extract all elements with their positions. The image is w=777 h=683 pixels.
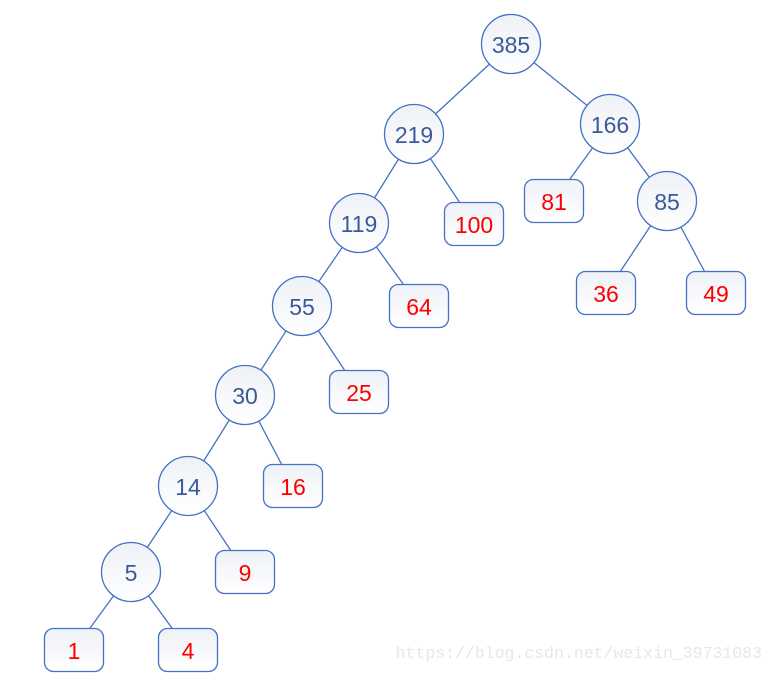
svg-text:219: 219 [395, 122, 433, 148]
svg-text:https://blog.csdn.net/weixin_3: https://blog.csdn.net/weixin_39731083 [396, 644, 762, 663]
svg-text:100: 100 [455, 212, 493, 238]
svg-text:166: 166 [591, 112, 629, 138]
svg-text:385: 385 [492, 32, 530, 58]
svg-text:119: 119 [341, 211, 378, 237]
svg-text:16: 16 [280, 474, 306, 500]
svg-text:36: 36 [593, 281, 619, 307]
svg-text:85: 85 [654, 189, 680, 215]
svg-text:81: 81 [541, 189, 567, 215]
svg-text:14: 14 [175, 474, 201, 500]
svg-text:64: 64 [406, 294, 432, 320]
svg-text:5: 5 [125, 560, 138, 586]
svg-text:55: 55 [289, 294, 315, 320]
svg-text:25: 25 [346, 380, 372, 406]
svg-text:30: 30 [232, 383, 258, 409]
svg-text:4: 4 [182, 638, 195, 664]
svg-text:1: 1 [68, 638, 81, 664]
svg-text:49: 49 [703, 281, 729, 307]
svg-text:9: 9 [239, 560, 252, 586]
